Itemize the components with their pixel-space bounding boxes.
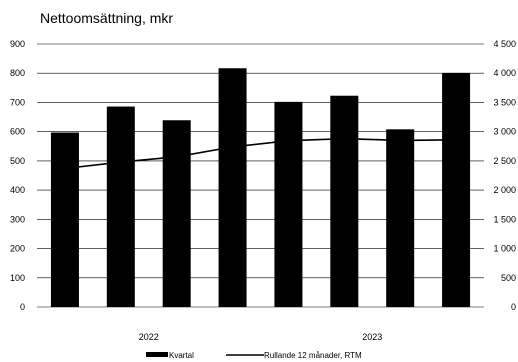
rtm-line — [64, 137, 457, 170]
legend-label-line: Rullande 12 månader, RTM — [264, 351, 362, 360]
bar — [274, 101, 303, 307]
bar — [330, 95, 359, 308]
right-tick-label: 500 — [501, 273, 516, 283]
left-tick-label: 800 — [10, 68, 25, 78]
gridlines — [37, 43, 484, 308]
bar — [162, 120, 191, 308]
left-tick-label: 0 — [20, 302, 25, 312]
right-tick-label: 2 500 — [493, 156, 516, 166]
left-tick-label: 700 — [10, 97, 25, 107]
line-series — [64, 137, 457, 170]
bar — [50, 132, 79, 307]
right-tick-label: 1 000 — [493, 244, 516, 254]
right-axis: 0 500 1 000 1 500 2 000 2 500 3 000 3 500 4 000 4… — [493, 39, 516, 312]
bar — [442, 72, 471, 308]
right-tick-label: 4 500 — [493, 39, 516, 49]
year-label: 2022 — [139, 332, 159, 342]
year-label: 2023 — [362, 332, 382, 342]
right-tick-label: 4 000 — [493, 68, 516, 78]
legend-swatch-bar — [146, 352, 168, 357]
bar — [386, 129, 415, 307]
right-tick-label: 3 500 — [493, 97, 516, 107]
left-tick-label: 600 — [10, 127, 25, 137]
left-tick-label: 900 — [10, 39, 25, 49]
x-axis-groups: 2022 2023 — [139, 332, 383, 342]
chart-title: Nettoomsättning, mkr — [40, 10, 173, 26]
legend: Kvartal Rullande 12 månader, RTM — [146, 351, 362, 360]
right-tick-label: 1 500 — [493, 214, 516, 224]
legend-label-bar: Kvartal — [169, 351, 194, 360]
left-axis: 0 100 200 300 400 500 600 700 800 900 — [10, 39, 25, 312]
right-tick-label: 3 000 — [493, 127, 516, 137]
left-tick-label: 400 — [10, 185, 25, 195]
bar — [106, 106, 135, 307]
bar-series — [50, 68, 471, 308]
left-tick-label: 200 — [10, 244, 25, 254]
bar — [218, 68, 247, 307]
right-tick-label: 0 — [511, 302, 516, 312]
left-tick-label: 500 — [10, 156, 25, 166]
left-tick-label: 300 — [10, 214, 25, 224]
left-tick-label: 100 — [10, 273, 25, 283]
right-tick-label: 2 000 — [493, 185, 516, 195]
